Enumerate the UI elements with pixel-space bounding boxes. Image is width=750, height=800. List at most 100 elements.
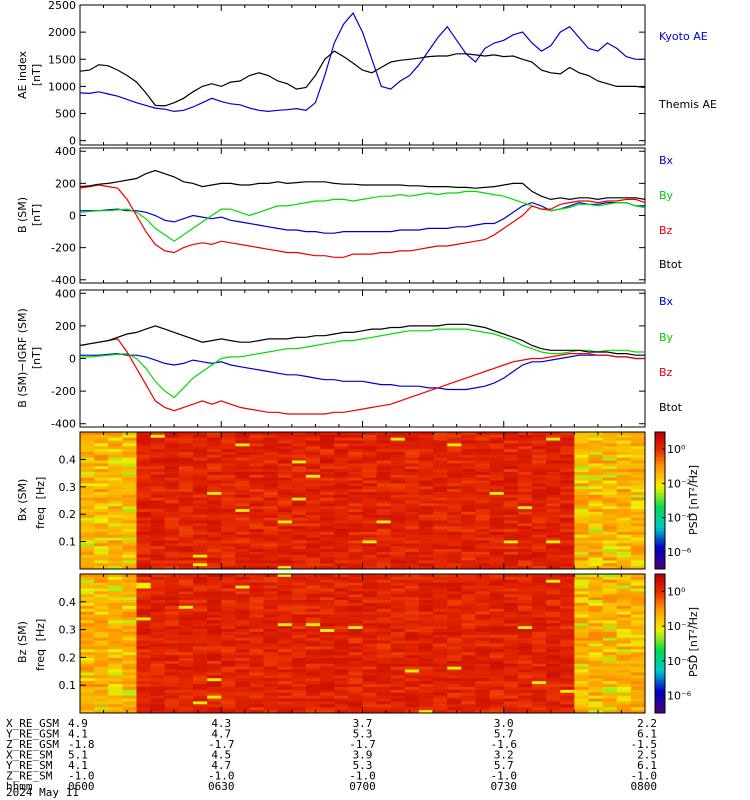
heatmap-cell [588, 463, 604, 467]
colorbar-segment [655, 550, 665, 554]
heatmap-cell [277, 681, 293, 685]
heatmap-cell [376, 451, 392, 456]
heatmap-cell [560, 471, 575, 476]
heatmap-cell [588, 698, 604, 702]
heatmap-cell [80, 514, 95, 519]
heatmap-cell [178, 520, 194, 524]
heatmap-cell [348, 446, 364, 450]
heatmap-cell [334, 449, 349, 453]
heatmap-cell [503, 437, 519, 442]
heatmap-cell [193, 463, 208, 467]
heatmap-cell [546, 563, 561, 567]
heatmap-cell [489, 634, 505, 639]
heatmap-cell [560, 551, 575, 556]
colorbar-tick-label: 10⁻² [667, 620, 691, 633]
heatmap-cell [447, 594, 462, 598]
heatmap-cell [362, 554, 378, 559]
heatmap-cell [291, 489, 307, 493]
colorbar-segment [655, 498, 665, 501]
heatmap-cell [489, 623, 505, 627]
heatmap-cell [503, 614, 519, 618]
heatmap-cell [249, 503, 265, 507]
heatmap-cell [193, 480, 208, 484]
colorbar-segment [655, 441, 665, 444]
heatmap-cell [517, 449, 533, 453]
heatmap-cell [546, 695, 561, 700]
heatmap-cell [461, 646, 477, 650]
heatmap-cell [263, 457, 279, 462]
heatmap-cell [136, 489, 152, 493]
heatmap-cell [164, 534, 180, 539]
heatmap-cell [560, 563, 575, 567]
heatmap-cell [517, 534, 533, 539]
heatmap-cell [334, 520, 349, 524]
heatmap-cell [94, 557, 109, 561]
heatmap-cell [376, 623, 392, 627]
heatmap-cell [263, 529, 279, 533]
heatmap-cell [221, 531, 236, 536]
heatmap-cell [602, 454, 618, 459]
heatmap-cell [235, 678, 251, 682]
heatmap-cell [94, 649, 109, 653]
heatmap-cell [433, 489, 448, 493]
heatmap-cell [80, 454, 95, 459]
heatmap-cell [94, 497, 109, 501]
heatmap-cell [150, 646, 166, 650]
heatmap-cell [207, 457, 222, 462]
heatmap-cell [306, 634, 321, 639]
heatmap-cell [263, 440, 279, 444]
heatmap-cell [532, 617, 547, 621]
heatmap-cell [122, 474, 138, 479]
heatmap-cell [616, 629, 632, 633]
heatmap-cell [376, 460, 392, 464]
colorbar-segment [655, 459, 665, 463]
heatmap-cell [475, 503, 491, 507]
heatmap-cell [546, 591, 561, 595]
colorbar-segment [655, 592, 665, 596]
heatmap-cell [122, 477, 138, 482]
heatmap-cell [404, 560, 420, 564]
heatmap-cell [546, 600, 561, 604]
colorbar-segment [655, 671, 665, 675]
heatmap-cell [546, 434, 561, 439]
heatmap-cell [263, 640, 279, 644]
heatmap-cell [489, 669, 505, 673]
heatmap-cell [320, 692, 335, 697]
heatmap-cell [560, 480, 575, 484]
heatmap-cell [207, 623, 222, 627]
heatmap-cell [249, 646, 265, 650]
heatmap-cell [447, 489, 462, 493]
heatmap-cell [348, 451, 364, 456]
heatmap-cell [560, 629, 575, 633]
heatmap-cell [291, 582, 307, 587]
heatmap-cell [164, 579, 180, 584]
heatmap-cell [532, 614, 547, 618]
heatmap-cell [560, 537, 575, 541]
heatmap-cell [447, 506, 462, 510]
ylabel-bigrf: B (SM)−IGRF (SM) [16, 308, 29, 408]
heatmap-cell [447, 497, 462, 501]
heatmap-cell [207, 704, 222, 708]
heatmap-cell [376, 463, 392, 467]
heatmap-cell [362, 500, 378, 504]
heatmap-cell [150, 451, 166, 456]
heatmap-cell [136, 660, 152, 665]
legend-by: By [659, 189, 674, 202]
heatmap-cell [419, 597, 434, 601]
heatmap-cell [461, 602, 477, 607]
heatmap-cell [235, 608, 251, 613]
heatmap-cell [80, 646, 95, 650]
heatmap-cell [517, 614, 533, 618]
heatmap-cell [193, 649, 208, 653]
heatmap-cell [108, 554, 123, 559]
heatmap-cell [249, 600, 265, 604]
heatmap-cell [517, 557, 533, 561]
heatmap-cell [404, 629, 420, 633]
heatmap-cell [404, 443, 420, 447]
heatmap-cell [447, 643, 462, 647]
heatmap-cell [602, 710, 618, 714]
heatmap-cell [249, 634, 265, 639]
heatmap-cell [136, 466, 152, 470]
heatmap-cell [178, 660, 194, 665]
heatmap-cell [221, 471, 236, 476]
